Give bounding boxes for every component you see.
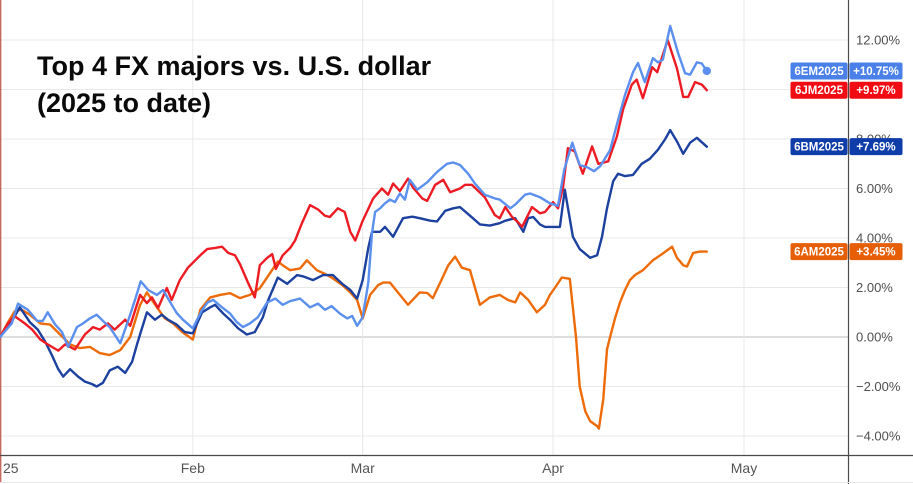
ticker-chip-label-6AM2025: 6AM2025 [794, 247, 844, 259]
y-axis-tick-label: 4.00% [856, 231, 893, 246]
y-axis-tick-label: 2.00% [856, 280, 893, 295]
change-chip-label-6JM2025: +9.97% [856, 85, 895, 97]
y-axis-tick-label: −4.00% [856, 429, 901, 444]
x-axis-tick-label: Apr [542, 460, 564, 476]
y-axis-tick-label: −2.00% [856, 379, 901, 394]
x-axis-tick-label: Mar [351, 460, 375, 476]
ticker-chip-label-6EM2025: 6EM2025 [794, 66, 844, 78]
series-line-6JM2025 [0, 38, 708, 352]
ticker-chip-6AM2025[interactable] [790, 243, 848, 261]
y-axis-tick-label: 0.00% [856, 330, 893, 345]
ticker-chip-label-6JM2025: 6JM2025 [795, 85, 844, 97]
change-chip-6AM2025[interactable] [849, 243, 903, 261]
change-chip-label-6BM2025: +7.69% [856, 142, 895, 154]
y-axis-tick-label: 6.00% [856, 181, 893, 196]
ticker-chip-label-6BM2025: 6BM2025 [794, 142, 844, 154]
ticker-chip-6EM2025[interactable] [790, 62, 848, 80]
y-axis-tick-label: 12.00% [856, 33, 901, 48]
series-line-6BM2025 [0, 128, 708, 388]
change-chip-6EM2025[interactable] [849, 62, 903, 80]
series-line-6AM2025 [0, 245, 708, 430]
x-axis-tick-label: Feb [181, 460, 205, 476]
series-line-6EM2025 [0, 24, 708, 349]
x-axis-tick-label: May [731, 460, 757, 476]
series-end-dot-6EM2025 [702, 66, 711, 76]
ticker-chip-6JM2025[interactable] [790, 81, 848, 99]
change-chip-label-6EM2025: +10.75% [853, 66, 899, 78]
x-axis-tick-label: 25 [3, 460, 19, 476]
change-chip-6JM2025[interactable] [849, 81, 903, 99]
change-chip-6BM2025[interactable] [849, 138, 903, 156]
change-chip-label-6AM2025: +3.45% [856, 247, 895, 259]
ticker-chip-6BM2025[interactable] [790, 138, 848, 156]
